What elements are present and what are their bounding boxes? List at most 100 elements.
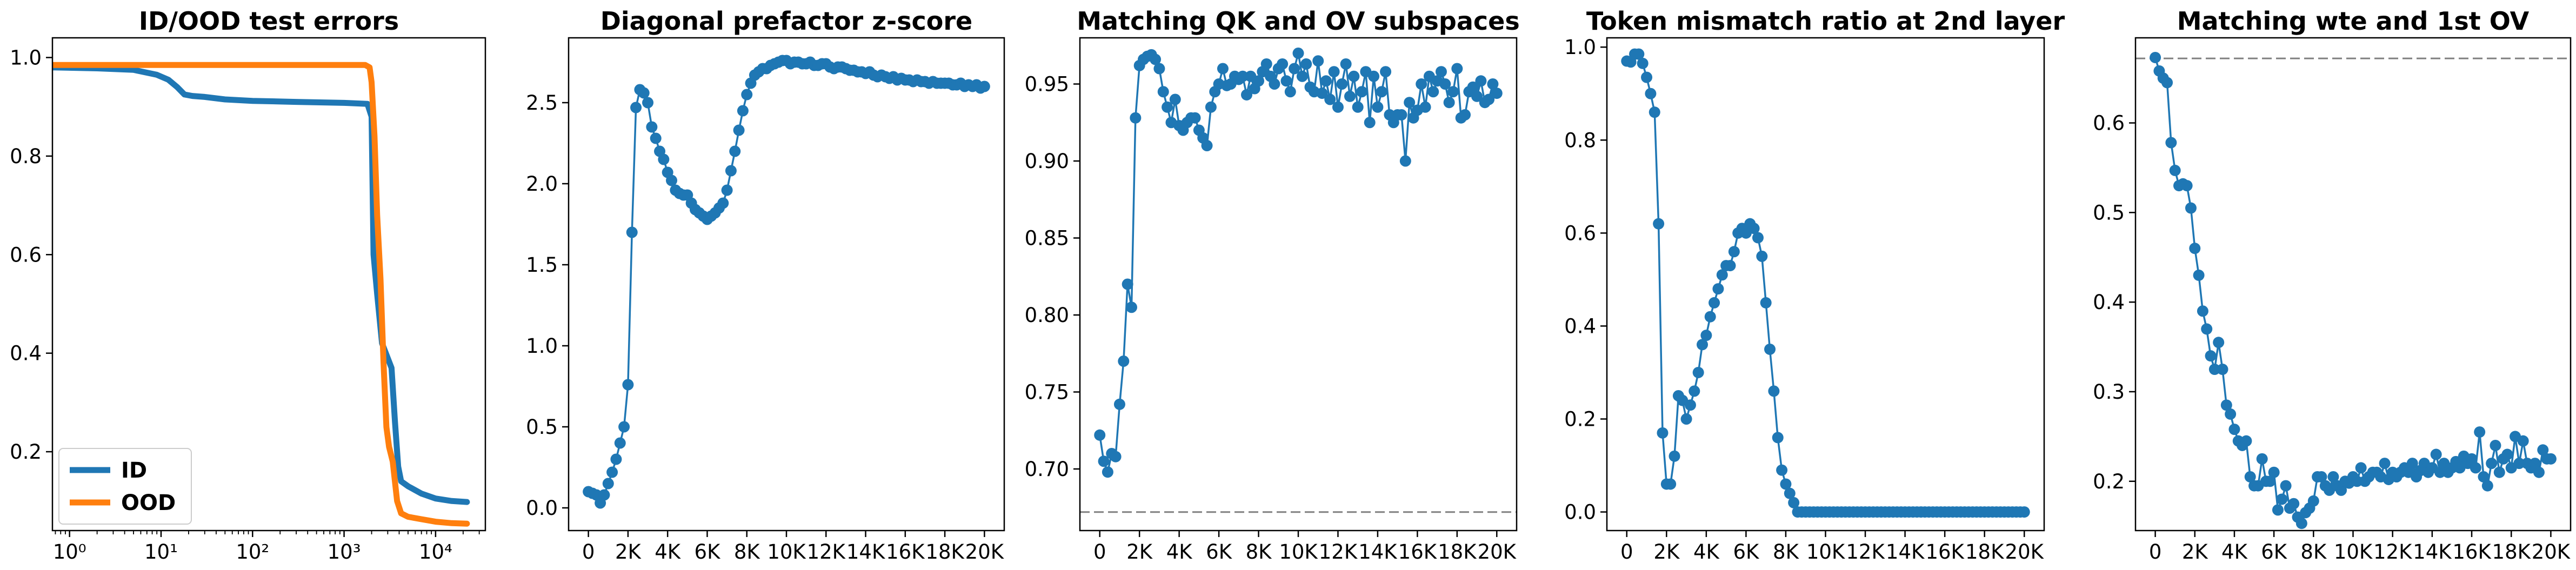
x-tick-label: 8K [1246,540,1273,564]
data-point [2288,498,2300,509]
x-tick-label: 20K [1478,540,1517,564]
data-point [1491,88,1503,99]
y-tick-label: 0.4 [1564,314,1596,338]
data-point [1404,97,1416,109]
data-point [2150,51,2161,63]
data-point [1396,109,1407,120]
y-tick-label: 1.5 [526,253,558,277]
y-tick-label: 0.3 [2093,380,2125,404]
y-tick-label: 0.70 [1025,458,1069,481]
y-tick-label: 0.8 [1564,129,1596,152]
data-point [2197,305,2208,317]
data-point [638,87,650,99]
x-tick-label: 10K [767,540,806,564]
data-point [2355,462,2367,474]
data-point [1669,450,1680,462]
x-tick-label: 18K [2492,540,2532,564]
data-point [2276,493,2288,505]
data-point [2213,337,2225,348]
data-point [1122,278,1133,290]
x-tick-label: 10K [2334,540,2373,564]
y-tick-label: 0.4 [2093,291,2125,314]
x-tick-label: 12K [2373,540,2413,564]
data-point [622,379,634,391]
x-tick-label: 10³ [328,540,361,564]
y-tick-label: 0.80 [1025,304,1069,327]
x-tick-label: 18K [1438,540,1477,564]
x-tick-label: 10⁰ [53,540,86,564]
data-point [610,453,622,465]
data-point [729,145,741,157]
data-point [2220,399,2232,411]
y-tick-label: 0.6 [10,243,42,266]
data-point [602,478,614,489]
data-point [1459,109,1471,120]
x-tick-label: 10² [236,540,269,564]
y-tick-label: 0.95 [1025,73,1069,96]
data-point [1475,75,1487,87]
data-point [2244,471,2256,483]
x-tick-label: 18K [925,540,965,564]
data-point [2240,435,2252,447]
data-point [2268,466,2280,478]
data-point [2315,471,2327,483]
y-tick-label: 1.0 [526,334,558,358]
data-point [2335,484,2347,496]
data-point [626,226,638,238]
data-point [1098,455,1110,467]
data-point [1487,78,1499,90]
data-point [2217,364,2228,375]
data-point [1189,112,1201,124]
data-point [2490,439,2501,451]
data-point [2486,458,2498,470]
data-point [2327,471,2339,483]
data-point [1427,86,1439,98]
y-tick-label: 0.4 [10,342,42,365]
data-point [2280,480,2292,492]
chart-title: Token mismatch ratio at 2nd layer [1586,6,2065,36]
data-point [717,197,729,209]
y-tick-label: 2.5 [526,91,558,115]
data-point [1296,70,1308,82]
data-point [2165,137,2177,149]
data-point [1399,155,1411,167]
data-point [1328,66,1340,78]
data-point [2169,164,2181,176]
chart-panel-3: Matching QK and OV subspaces 0 2K 4K 6K 8K 10K… [1025,6,1520,564]
data-point [2193,269,2205,281]
data-point [614,437,626,449]
data-point [1130,112,1142,124]
legend: ID OOD [58,448,192,525]
data-point [2513,458,2525,470]
data-point [2256,453,2268,465]
data-point [1376,86,1387,98]
data-point [1320,75,1332,87]
data-point [737,105,749,117]
y-tick-label: 0.6 [2093,112,2125,135]
data-point [1356,86,1368,98]
data-point [1645,88,1657,99]
data-point [1760,297,1772,309]
legend-label: OOD [121,491,176,515]
y-tick-label: 0.0 [1564,501,1596,524]
plot-frame [1079,37,1518,532]
data-point [1653,218,1665,230]
data-point [2272,504,2284,516]
data-point [1364,117,1376,129]
data-point [2018,506,2030,518]
data-point [1312,55,1324,67]
data-point [978,81,990,92]
data-point [598,489,610,501]
chart-panel-1: ID/OOD test errors 10⁰ 10¹ 10² 10³ 10⁴ 0.2 0.4 0… [10,6,486,564]
data-point [741,89,753,100]
data-point [1289,63,1300,75]
data-point [1756,250,1768,262]
data-point [1697,339,1709,351]
series-line [1098,52,1498,473]
data-point [1435,66,1447,78]
data-point [2434,466,2446,478]
series-line [2154,56,2552,525]
data-point [650,132,662,144]
y-tick-label: 0.0 [526,497,558,520]
data-point [1241,89,1253,100]
